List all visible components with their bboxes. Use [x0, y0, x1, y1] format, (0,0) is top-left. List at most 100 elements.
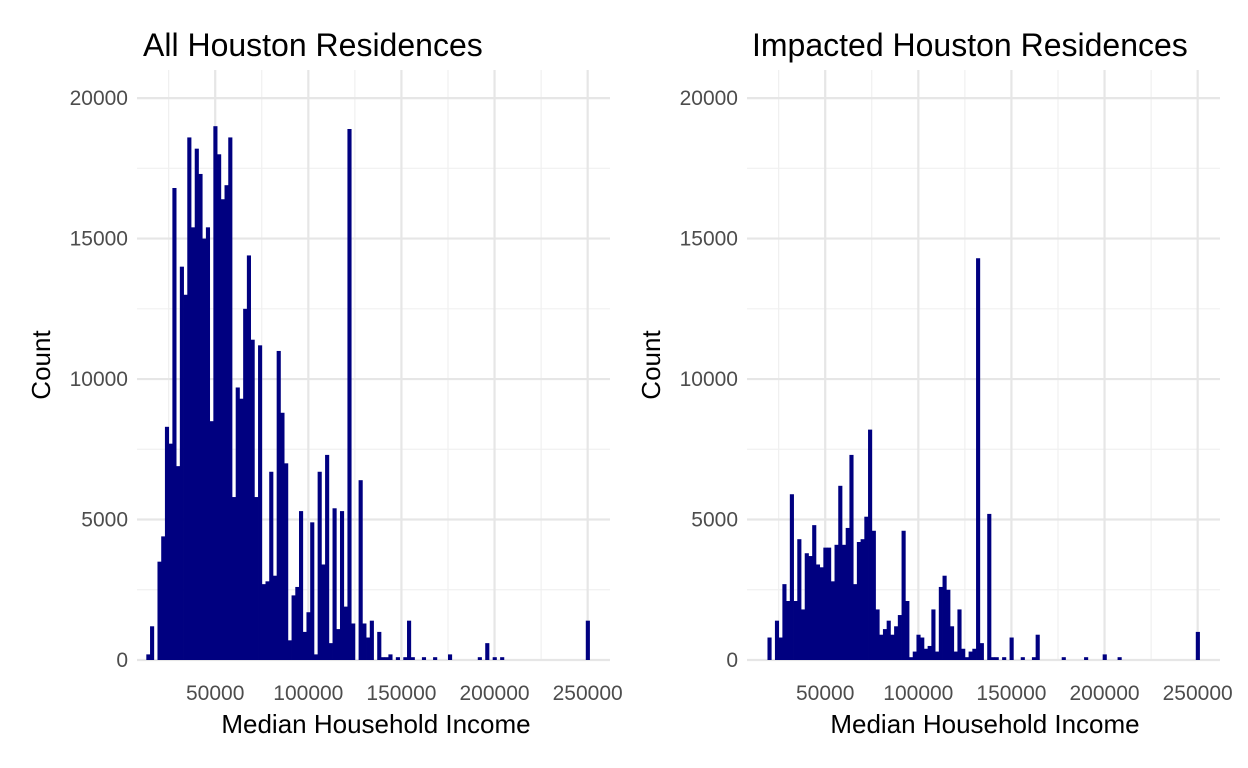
histogram-bar: [838, 485, 843, 660]
histogram-bar: [254, 497, 259, 660]
histogram-bar: [949, 626, 955, 660]
histogram-bar: [336, 629, 341, 660]
histogram-bar: [410, 657, 415, 660]
histogram-bar: [994, 657, 999, 660]
x-tick-label: 200000: [1070, 682, 1140, 705]
histogram-bar: [146, 654, 151, 660]
histogram-bar: [224, 185, 229, 660]
x-tick-label: 100000: [883, 682, 953, 705]
y-tick-label: 20000: [70, 87, 128, 110]
histogram-bar: [957, 609, 962, 660]
histogram-bar: [291, 595, 296, 660]
histogram-bar: [313, 654, 319, 660]
histogram-bar: [500, 657, 505, 660]
histogram-bar: [265, 581, 270, 660]
histogram-bar: [815, 564, 821, 660]
histogram-bar: [157, 561, 162, 660]
histogram-bar: [1061, 657, 1066, 660]
histogram-bar: [905, 601, 910, 660]
histogram-bar: [172, 188, 177, 660]
histogram-bar: [774, 620, 780, 660]
x-tick-label: 150000: [976, 682, 1046, 705]
y-tick-label: 10000: [70, 368, 128, 391]
histogram-bar: [585, 620, 590, 660]
y-axis-title: Count: [26, 330, 56, 400]
histogram-bar: [239, 398, 244, 660]
bars: [146, 126, 590, 661]
y-tick-label: 5000: [691, 509, 738, 532]
histogram-bar: [938, 586, 943, 660]
histogram-bar: [923, 648, 929, 660]
histogram-bar: [213, 126, 218, 660]
histogram-bar: [377, 631, 382, 660]
histogram-bar: [1195, 631, 1200, 660]
histogram-bar: [1020, 657, 1025, 660]
histogram-bar: [250, 339, 255, 660]
histogram-bar: [351, 623, 356, 660]
histogram-bar: [421, 657, 427, 660]
histogram-bar: [258, 345, 263, 660]
histogram-bar: [987, 513, 992, 660]
histogram-bar: [284, 463, 289, 660]
histogram-bar: [228, 137, 233, 660]
x-axis-title: Median Household Income: [221, 709, 530, 739]
histogram-bar: [194, 148, 199, 661]
histogram-bar: [332, 508, 337, 660]
histogram-bar: [968, 651, 973, 660]
y-tick-label: 0: [116, 649, 128, 672]
histogram-bar: [942, 575, 947, 660]
histogram-bar: [931, 609, 936, 660]
histogram-bar: [328, 643, 333, 660]
histogram-bar: [366, 637, 371, 660]
histogram-bar: [485, 643, 490, 660]
histogram-bar: [920, 637, 925, 660]
histogram-bar: [909, 657, 914, 660]
histogram-bar: [276, 350, 281, 660]
histogram-bar: [343, 606, 348, 660]
histogram-bar: [164, 426, 170, 660]
histogram-bar: [295, 586, 300, 660]
histogram-bar: [347, 129, 352, 660]
histogram-bar: [1084, 657, 1089, 660]
chart-title: Impacted Houston Residences: [752, 27, 1188, 63]
x-axis-title: Median Household Income: [830, 709, 1139, 739]
histogram-bar: [384, 657, 389, 660]
histogram-bar: [1102, 654, 1107, 660]
x-tick-label: 100000: [273, 682, 343, 705]
histogram-bar: [961, 648, 966, 660]
histogram-bar: [912, 651, 917, 660]
histogram-bar: [1009, 637, 1014, 660]
histogram-bar: [849, 454, 854, 660]
x-tick-label: 50000: [186, 682, 244, 705]
histogram-bar: [860, 539, 865, 660]
histogram-bar: [886, 620, 891, 660]
histogram-bar: [916, 634, 921, 660]
histogram-bar: [767, 637, 772, 660]
histogram-bar: [793, 601, 798, 660]
histogram-bar: [176, 466, 181, 660]
histogram-bar: [246, 255, 251, 660]
grid: [747, 70, 1220, 662]
histogram-bar: [220, 199, 225, 661]
histogram-bar: [243, 308, 248, 660]
histogram-bar: [187, 137, 192, 660]
histogram-bar: [272, 575, 278, 660]
histogram-bar: [321, 564, 326, 660]
histogram-bar: [1035, 634, 1040, 660]
x-tick-label: 150000: [366, 682, 436, 705]
histogram-bar: [990, 657, 996, 660]
histogram-bar: [875, 609, 880, 660]
histogram-bar: [310, 522, 315, 660]
x-tick-label: 200000: [460, 682, 530, 705]
histogram-bar: [1117, 657, 1122, 660]
histogram-bar: [782, 584, 787, 660]
histogram-bar: [953, 651, 958, 660]
x-tick-label: 250000: [1163, 682, 1233, 705]
histogram-bar: [168, 443, 173, 660]
histogram-bar: [205, 227, 211, 660]
histogram-bar: [395, 657, 400, 660]
histogram-bar: [801, 609, 806, 660]
histogram-bar: [868, 429, 873, 660]
histogram-bar: [161, 536, 166, 660]
